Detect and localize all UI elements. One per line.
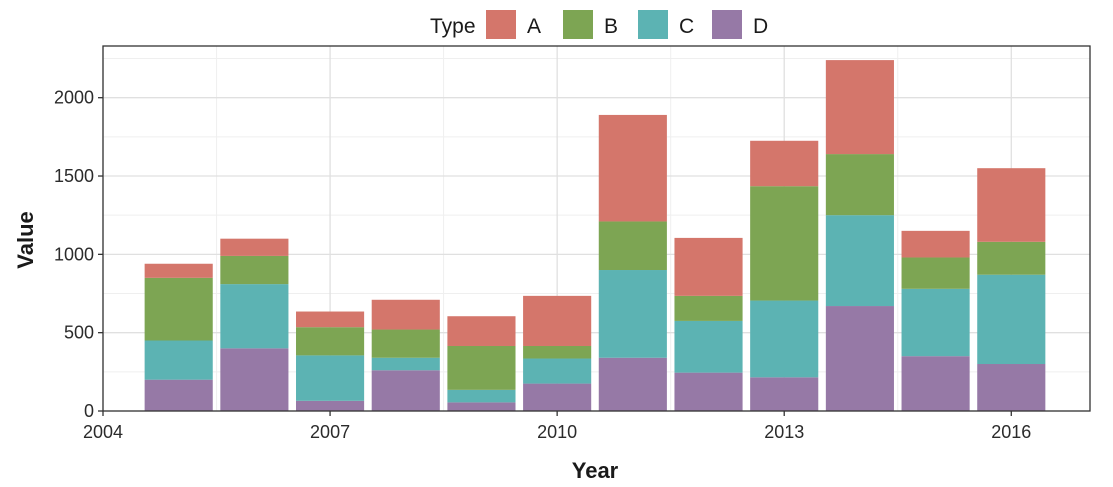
y-tick-label: 0 (84, 401, 94, 421)
bar-B-2010 (523, 345, 592, 359)
bar-B-2012 (674, 295, 743, 321)
bar-C-2015 (901, 288, 970, 357)
x-tick-label: 2016 (991, 422, 1031, 442)
legend-label-A: A (527, 15, 541, 38)
bar-D-2005 (144, 379, 213, 411)
y-tick-label: 1500 (54, 166, 94, 186)
legend-key-C (638, 10, 668, 39)
bar-D-2011 (598, 357, 667, 411)
bar-A-2007 (296, 311, 365, 328)
x-tick-label: 2004 (83, 422, 123, 442)
bar-C-2016 (977, 274, 1046, 365)
bar-D-2008 (371, 370, 440, 411)
bar-C-2014 (825, 215, 894, 307)
bar-A-2005 (144, 263, 213, 278)
x-axis-title: Year (572, 458, 619, 483)
bar-B-2009 (447, 345, 516, 390)
bar-A-2016 (977, 168, 1046, 242)
y-tick-label: 2000 (54, 88, 94, 108)
legend-key-A (486, 10, 516, 39)
legend-label-D: D (753, 15, 768, 38)
bar-B-2014 (825, 154, 894, 216)
bar-B-2011 (598, 221, 667, 271)
bar-D-2010 (523, 383, 592, 411)
bar-C-2010 (523, 358, 592, 384)
bar-C-2005 (144, 340, 213, 380)
bar-A-2013 (750, 140, 819, 187)
bar-C-2013 (750, 300, 819, 378)
y-tick-label: 500 (64, 323, 94, 343)
plot-border (102, 45, 1091, 412)
bar-C-2008 (371, 357, 440, 371)
bar-A-2012 (674, 237, 743, 296)
bar-C-2007 (296, 355, 365, 401)
y-axis-title: Value (13, 211, 38, 268)
bar-B-2007 (296, 327, 365, 356)
legend-title: Type (430, 15, 476, 38)
legend-label-C: C (679, 15, 694, 38)
bar-D-2014 (825, 306, 894, 411)
bar-B-2005 (144, 277, 213, 341)
plot-area: 0 500 1000 1500 2000 2004 2007 2010 2013 2016 (54, 45, 1091, 442)
legend-key-B (563, 10, 593, 39)
bar-B-2013 (750, 186, 819, 301)
x-tick-label: 2013 (764, 422, 804, 442)
bar-D-2007 (296, 400, 365, 411)
legend: Type A B C D (430, 10, 768, 39)
bar-D-2009 (447, 402, 516, 411)
bar-C-2012 (674, 320, 743, 373)
bar-B-2015 (901, 257, 970, 289)
bar-D-2015 (901, 356, 970, 411)
bar-C-2011 (598, 270, 667, 358)
bar-A-2010 (523, 295, 592, 346)
bar-A-2008 (371, 299, 440, 330)
bar-B-2006 (220, 255, 289, 285)
bar-D-2013 (750, 377, 819, 411)
bar-A-2009 (447, 316, 516, 346)
bar-A-2006 (220, 238, 289, 256)
bar-D-2012 (674, 372, 743, 411)
legend-label-B: B (604, 15, 618, 38)
bar-B-2008 (371, 329, 440, 358)
y-tick-label: 1000 (54, 244, 94, 264)
bar-A-2015 (901, 230, 970, 258)
bar-C-2009 (447, 389, 516, 403)
bar-C-2006 (220, 284, 289, 349)
bar-B-2016 (977, 241, 1046, 275)
x-tick-label: 2007 (310, 422, 350, 442)
bar-D-2006 (220, 348, 289, 411)
bar-A-2011 (598, 114, 667, 222)
bar-D-2016 (977, 364, 1046, 411)
x-tick-label: 2010 (537, 422, 577, 442)
bar-A-2014 (825, 60, 894, 155)
legend-key-D (712, 10, 742, 39)
